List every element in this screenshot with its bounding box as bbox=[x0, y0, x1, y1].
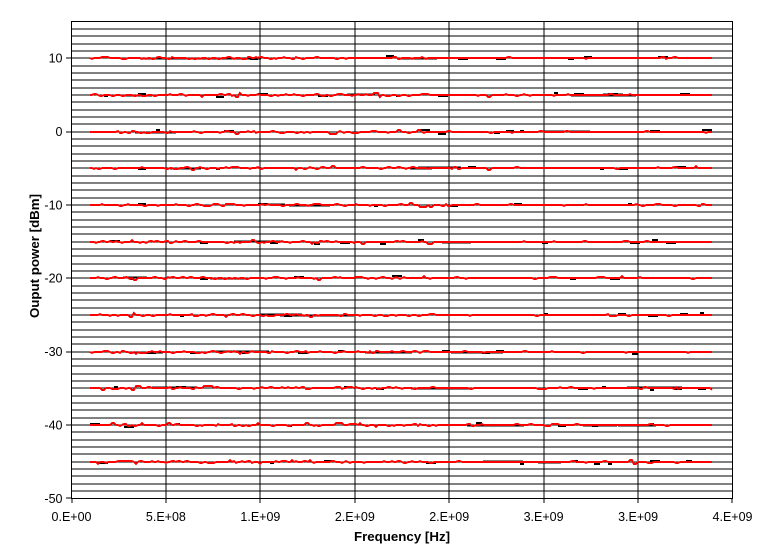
svg-text:0.E+00: 0.E+00 bbox=[52, 510, 92, 524]
svg-text:2.E+09: 2.E+09 bbox=[429, 510, 469, 524]
svg-text:-20: -20 bbox=[44, 272, 62, 286]
svg-text:-50: -50 bbox=[44, 492, 62, 506]
svg-text:0: 0 bbox=[56, 125, 63, 139]
svg-text:5.E+08: 5.E+08 bbox=[146, 510, 186, 524]
svg-text:4.E+09: 4.E+09 bbox=[713, 510, 753, 524]
svg-text:Frequency [Hz]: Frequency [Hz] bbox=[354, 529, 450, 544]
svg-text:3.E+09: 3.E+09 bbox=[524, 510, 564, 524]
svg-text:1.E+09: 1.E+09 bbox=[240, 510, 280, 524]
svg-text:Ouput power [dBm]: Ouput power [dBm] bbox=[27, 194, 42, 318]
svg-text:3.E+09: 3.E+09 bbox=[618, 510, 658, 524]
svg-text:2.E+09: 2.E+09 bbox=[335, 510, 375, 524]
svg-text:10: 10 bbox=[49, 52, 63, 66]
svg-text:-30: -30 bbox=[44, 345, 62, 359]
svg-text:-40: -40 bbox=[44, 418, 62, 432]
svg-text:-10: -10 bbox=[44, 198, 62, 212]
